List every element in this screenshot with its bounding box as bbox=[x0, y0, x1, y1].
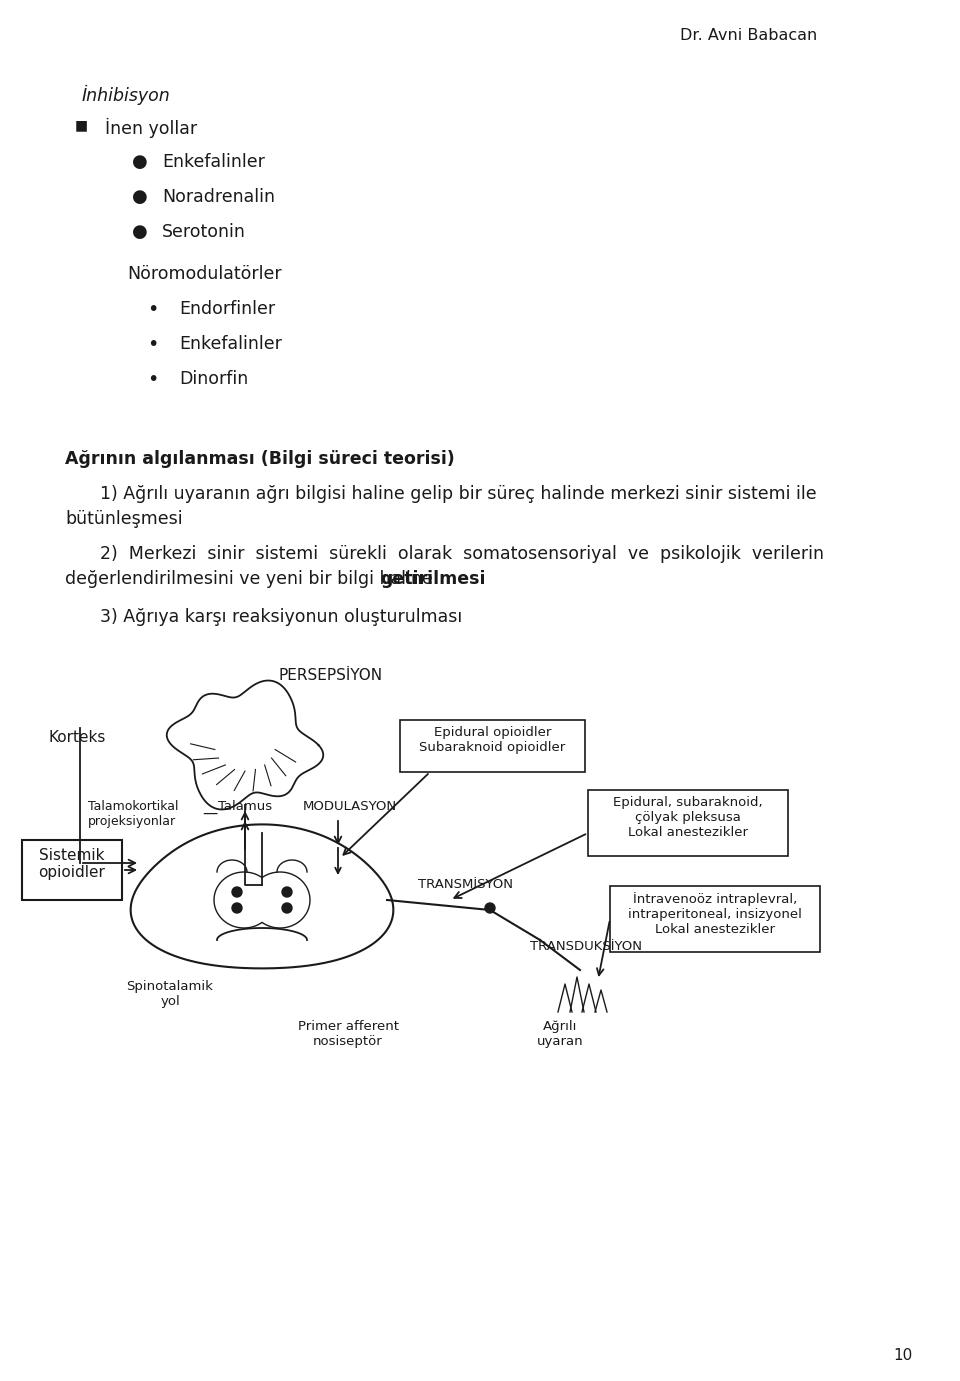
Text: Epidural, subaraknoid,
çölyak pleksusa
Lokal anestezikler: Epidural, subaraknoid, çölyak pleksusa L… bbox=[613, 795, 763, 840]
Text: 10: 10 bbox=[893, 1348, 912, 1363]
FancyBboxPatch shape bbox=[22, 840, 122, 900]
Text: İnhibisyon: İnhibisyon bbox=[82, 86, 171, 105]
Text: ●: ● bbox=[132, 222, 148, 242]
Text: Talamus: Talamus bbox=[218, 800, 272, 813]
Text: TRANSMİSYON: TRANSMİSYON bbox=[418, 878, 513, 891]
Circle shape bbox=[232, 903, 242, 913]
Text: Korteks: Korteks bbox=[48, 731, 106, 744]
Text: Nöromodulatörler: Nöromodulatörler bbox=[127, 265, 281, 283]
Text: ■: ■ bbox=[75, 117, 88, 133]
Circle shape bbox=[282, 903, 292, 913]
Circle shape bbox=[282, 887, 292, 898]
Text: Ağrılı
uyaran: Ağrılı uyaran bbox=[537, 1021, 584, 1048]
Text: 3) Ağrıya karşı reaksiyonun oluşturulması: 3) Ağrıya karşı reaksiyonun oluşturulmas… bbox=[100, 608, 463, 626]
FancyBboxPatch shape bbox=[588, 790, 788, 856]
Text: •: • bbox=[147, 370, 158, 389]
Text: •: • bbox=[147, 300, 158, 319]
Text: Spinotalamik
yol: Spinotalamik yol bbox=[127, 981, 213, 1008]
Text: İnen yollar: İnen yollar bbox=[105, 117, 197, 138]
Text: Enkefalinler: Enkefalinler bbox=[162, 153, 265, 171]
Text: 1) Ağrılı uyaranın ağrı bilgisi haline gelip bir süreç halinde merkezi sinir sis: 1) Ağrılı uyaranın ağrı bilgisi haline g… bbox=[100, 485, 817, 503]
Text: Enkefalinler: Enkefalinler bbox=[179, 336, 282, 354]
Text: ●: ● bbox=[132, 153, 148, 171]
Text: Epidural opioidler
Subaraknoid opioidler: Epidural opioidler Subaraknoid opioidler bbox=[420, 726, 565, 754]
FancyBboxPatch shape bbox=[400, 720, 585, 772]
Text: getirilmesi: getirilmesi bbox=[380, 570, 486, 588]
Text: Endorfinler: Endorfinler bbox=[179, 300, 276, 318]
Text: Primer afferent
nosiseptör: Primer afferent nosiseptör bbox=[298, 1021, 398, 1048]
Text: Ağrının algılanması (Bilgi süreci teorisi): Ağrının algılanması (Bilgi süreci teoris… bbox=[65, 450, 455, 468]
Text: —: — bbox=[202, 807, 217, 820]
Circle shape bbox=[485, 903, 495, 913]
Text: bütünleşmesi: bütünleşmesi bbox=[65, 510, 182, 528]
FancyBboxPatch shape bbox=[610, 887, 820, 952]
Text: değerlendirilmesini ve yeni bir bilgi haline: değerlendirilmesini ve yeni bir bilgi ha… bbox=[65, 570, 439, 588]
Text: Sistemik
opioidler: Sistemik opioidler bbox=[38, 848, 106, 881]
Text: Serotonin: Serotonin bbox=[162, 222, 246, 242]
Text: Talamokortikal
projeksiyonlar: Talamokortikal projeksiyonlar bbox=[88, 800, 179, 829]
Text: MODULASYON: MODULASYON bbox=[303, 800, 397, 813]
Text: Noradrenalin: Noradrenalin bbox=[162, 188, 275, 206]
Text: Dr. Avni Babacan: Dr. Avni Babacan bbox=[680, 28, 817, 43]
Text: TRANSDUKSİYON: TRANSDUKSİYON bbox=[530, 940, 642, 953]
Text: Dinorfin: Dinorfin bbox=[179, 370, 249, 388]
Text: 2)  Merkezi  sinir  sistemi  sürekli  olarak  somatosensoriyal  ve  psikolojik  : 2) Merkezi sinir sistemi sürekli olarak … bbox=[100, 545, 824, 563]
Text: PERSEPSİYON: PERSEPSİYON bbox=[278, 668, 382, 684]
Circle shape bbox=[232, 887, 242, 898]
Text: ●: ● bbox=[132, 188, 148, 206]
Text: İntravenoöz intraplevral,
intraperitoneal, insizyonel
Lokal anestezikler: İntravenoöz intraplevral, intraperitonea… bbox=[628, 892, 802, 936]
Text: •: • bbox=[147, 336, 158, 354]
